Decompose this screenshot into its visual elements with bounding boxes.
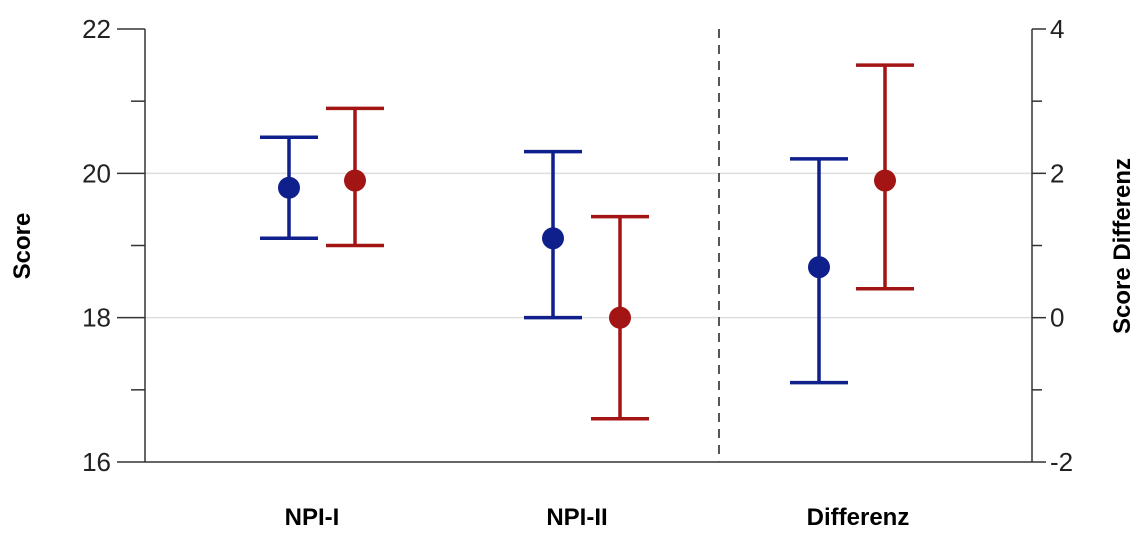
mean-marker: [609, 306, 631, 329]
category-label: NPI-I: [285, 504, 340, 531]
mean-marker: [278, 176, 300, 199]
left-tick-label: 16: [82, 447, 111, 477]
category-label: Differenz: [807, 504, 910, 531]
mean-marker: [874, 169, 896, 192]
mark-layer: [260, 63, 914, 421]
mean-marker: [344, 169, 366, 192]
mean-marker: [542, 227, 564, 250]
right-tick-label: 0: [1050, 303, 1064, 333]
grid-layer: [145, 172, 1032, 319]
right-tick-label: 4: [1050, 14, 1064, 44]
left-tick-label: 22: [82, 14, 111, 44]
left-tick-label: 18: [82, 303, 111, 333]
right-tick-label: -2: [1050, 447, 1073, 477]
right-tick-label: 2: [1050, 158, 1064, 188]
left-axis-title: Score: [9, 213, 36, 280]
mean-marker: [808, 256, 830, 279]
category-label: NPI-II: [546, 504, 607, 531]
right-axis-title: Score Differenz: [1109, 158, 1136, 334]
left-tick-label: 20: [82, 158, 111, 188]
axis-layer: 16 18 20 22 -2 0 2 4 NPI-I NPI-II Differenz: [82, 14, 1073, 531]
